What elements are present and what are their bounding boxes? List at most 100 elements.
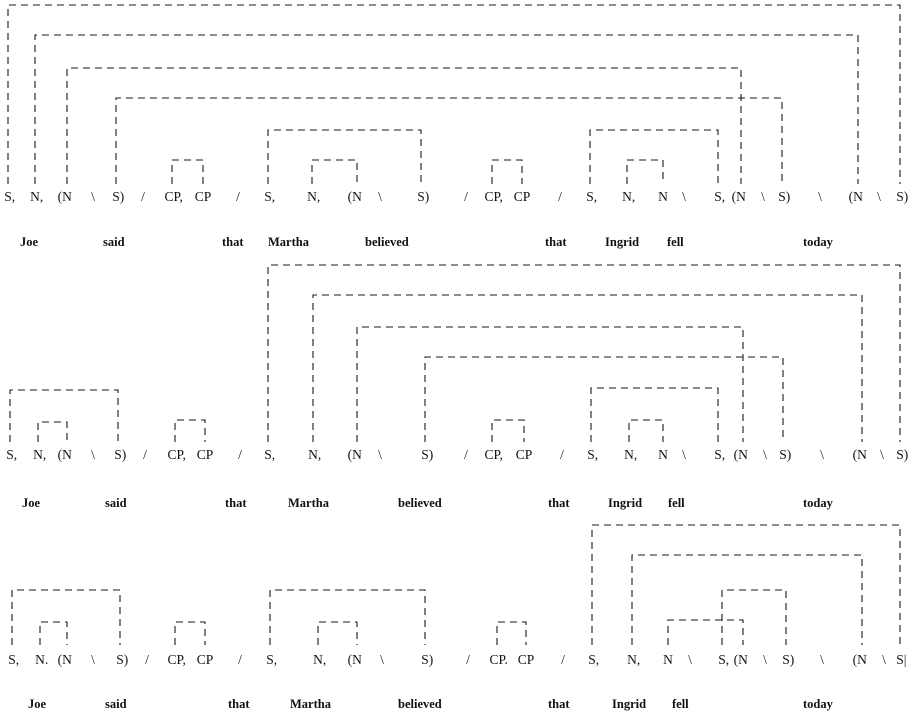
slash-operator: \ [820, 652, 824, 667]
slash-operator: / [143, 447, 147, 462]
axiom-link [311, 159, 358, 184]
word-label: said [103, 235, 125, 249]
category-atom: S, [4, 189, 15, 204]
axiom-link [590, 387, 719, 442]
word-label: fell [668, 496, 685, 510]
category-atom: N, [308, 447, 321, 462]
axiom-link [424, 356, 784, 442]
word-label: Ingrid [608, 496, 642, 510]
slash-operator: \ [91, 189, 95, 204]
word-label: believed [365, 235, 409, 249]
axiom-link [626, 159, 664, 184]
proof-net-row-2: S, N, (N \ S) / CP, CP / S, N, (N \ S) / CP, CP / S, N, N \ S,… [6, 264, 908, 510]
category-atom: S) [116, 652, 128, 667]
axiom-link [39, 621, 68, 645]
axiom-link [7, 4, 901, 184]
slash-operator: \ [877, 189, 881, 204]
category-atom: (N [348, 189, 362, 204]
slash-operator: \ [378, 447, 382, 462]
category-atom: (N [58, 447, 72, 462]
category-atom: (N [849, 189, 863, 204]
slash-operator: / [145, 652, 149, 667]
category-atom: S) [417, 189, 429, 204]
category-atom: N, [30, 189, 43, 204]
axiom-link [491, 159, 523, 184]
category-atom: S) [421, 652, 433, 667]
category-atom: S) [112, 189, 124, 204]
slash-operator: / [238, 652, 242, 667]
axiom-link [496, 621, 527, 645]
word-label: Ingrid [612, 697, 646, 711]
axiom-link [174, 419, 206, 442]
category-atom: CP [516, 447, 533, 462]
category-sequent: S, N, (N \ S) / CP, CP / S, N, (N \ S) / CP, CP / S, N, N \ S,… [6, 447, 908, 462]
word-label: that [548, 697, 570, 711]
category-atom: (N [58, 189, 72, 204]
category-atom: N [663, 652, 673, 667]
word-label: Ingrid [605, 235, 639, 249]
category-atom: CP [518, 652, 535, 667]
word-label: that [228, 697, 250, 711]
slash-operator: / [238, 447, 242, 462]
slash-operator: \ [820, 447, 824, 462]
category-atom: (N [732, 189, 746, 204]
category-atom: (N [348, 447, 362, 462]
axiom-link [312, 294, 863, 442]
axiom-link [66, 67, 742, 184]
axiom-link [317, 621, 358, 645]
category-atom: N, [627, 652, 640, 667]
slash-operator: \ [818, 189, 822, 204]
category-atom: CP [197, 447, 214, 462]
sentence-words: Joe said that Martha believed that Ingrid fell t… [28, 697, 834, 711]
category-atom: CP [195, 189, 212, 204]
slash-operator: / [560, 447, 564, 462]
slash-operator: \ [763, 447, 767, 462]
word-label: Joe [22, 496, 41, 510]
axiom-link [267, 264, 901, 442]
category-atom: S) [782, 652, 794, 667]
category-atom: S| [896, 652, 906, 667]
word-label: Martha [290, 697, 332, 711]
axiom-link [667, 619, 744, 645]
category-atom: (N [58, 652, 72, 667]
category-atom: (N [853, 447, 867, 462]
category-atom: S, [718, 652, 729, 667]
category-atom: CP [197, 652, 214, 667]
slash-operator: / [558, 189, 562, 204]
word-label: today [803, 235, 834, 249]
axiom-links [11, 524, 901, 645]
slash-operator: / [141, 189, 145, 204]
category-atom: N [658, 189, 668, 204]
slash-operator: \ [763, 652, 767, 667]
category-atom: S, [264, 447, 275, 462]
slash-operator: \ [682, 189, 686, 204]
category-atom: S, [714, 447, 725, 462]
word-label: fell [667, 235, 684, 249]
axiom-link [37, 421, 68, 442]
proof-net-row-3: S, N. (N \ S) / CP, CP / S, N, (N \ S) / CP. CP / S, N, N \ S,… [8, 524, 906, 711]
slash-operator: \ [378, 189, 382, 204]
category-atom: S, [587, 447, 598, 462]
category-atom: S, [586, 189, 597, 204]
word-label: Martha [268, 235, 310, 249]
slash-operator: / [561, 652, 565, 667]
category-sequent: S, N. (N \ S) / CP, CP / S, N, (N \ S) / CP. CP / S, N, N \ S,… [8, 652, 906, 667]
sentence-words: Joe said that Martha believed that Ingrid fell t… [20, 235, 834, 249]
category-atom: N. [35, 652, 48, 667]
axiom-link [589, 129, 719, 184]
category-atom: CP [514, 189, 531, 204]
category-atom: S, [6, 447, 17, 462]
category-atom: CP. [490, 652, 508, 667]
slash-operator: \ [91, 447, 95, 462]
word-label: said [105, 496, 127, 510]
axiom-link [9, 389, 119, 442]
slash-operator: \ [882, 652, 886, 667]
axiom-link [34, 34, 859, 184]
category-atom: (N [734, 447, 748, 462]
category-atom: S, [8, 652, 19, 667]
word-label: today [803, 697, 834, 711]
slash-operator: / [236, 189, 240, 204]
slash-operator: / [466, 652, 470, 667]
axiom-link [171, 159, 204, 184]
